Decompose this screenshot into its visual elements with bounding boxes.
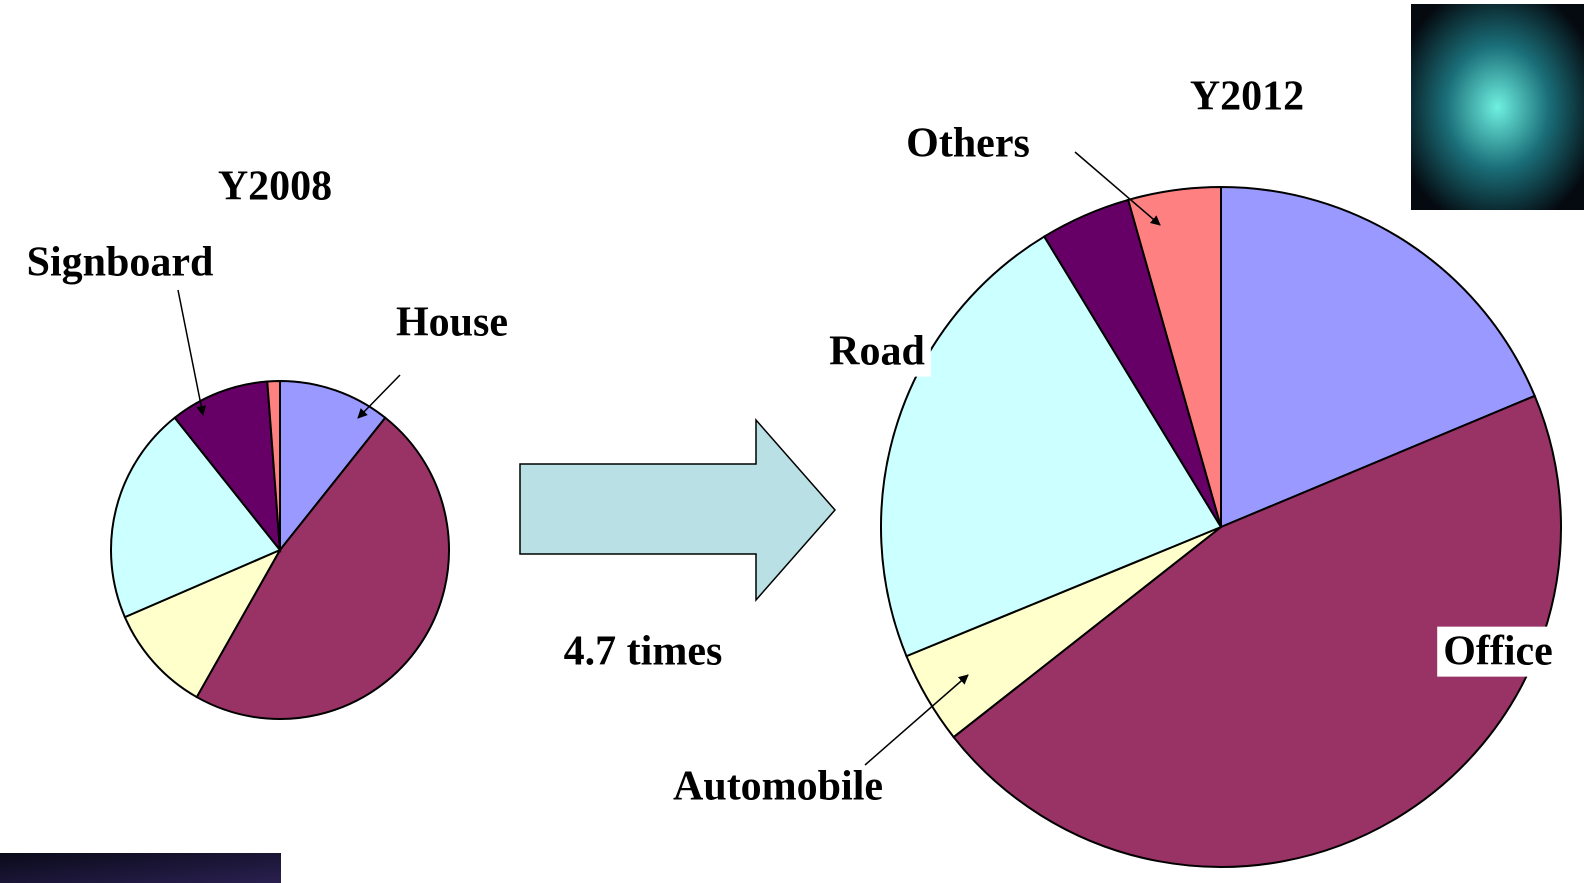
label-background bbox=[823, 326, 931, 377]
slice-label: Signboard bbox=[27, 240, 214, 286]
leader-line bbox=[1074, 151, 1161, 226]
pie-slice bbox=[880, 235, 1223, 658]
photo bbox=[1411, 4, 1584, 210]
pie-title: Y2012 bbox=[1190, 74, 1304, 120]
growth-arrow bbox=[519, 418, 836, 602]
annotation: 4.7 times bbox=[564, 629, 723, 675]
pie-slice bbox=[266, 379, 281, 551]
slice-label: House bbox=[396, 300, 508, 346]
pie-slice bbox=[1126, 185, 1222, 528]
pie-slice bbox=[279, 379, 387, 553]
pie-slice bbox=[173, 380, 282, 554]
slice-label: Office bbox=[1443, 629, 1553, 675]
slice-label: Others bbox=[906, 121, 1030, 167]
pie-slice bbox=[1220, 185, 1537, 529]
leader-line bbox=[177, 289, 207, 416]
label-background bbox=[1437, 626, 1559, 677]
pie-title: Y2008 bbox=[218, 164, 332, 210]
photo bbox=[0, 853, 281, 883]
pie-slice bbox=[110, 416, 282, 619]
leader-line bbox=[864, 674, 969, 766]
pie-slice bbox=[195, 416, 450, 720]
slice-label: Automobile bbox=[673, 764, 883, 810]
slice-label: Road bbox=[829, 329, 925, 375]
leader-line bbox=[357, 374, 401, 419]
pie-slice bbox=[952, 394, 1562, 868]
pie-slice bbox=[123, 547, 283, 699]
